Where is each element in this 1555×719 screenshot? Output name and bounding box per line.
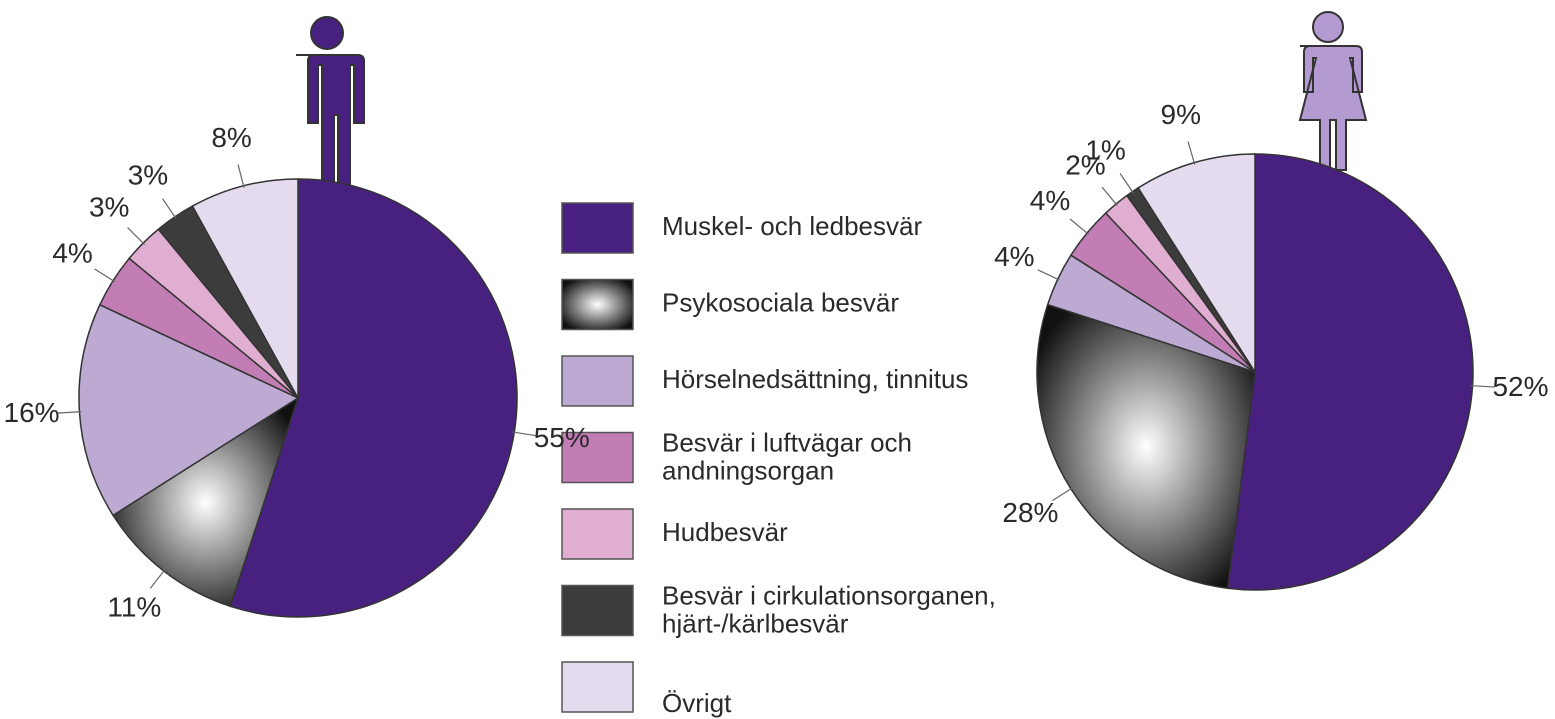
leader-line xyxy=(94,268,116,283)
man-icon xyxy=(296,16,365,186)
legend-swatch xyxy=(561,431,634,484)
leader-line xyxy=(162,198,177,219)
legend-swatch xyxy=(561,584,634,637)
leader-line xyxy=(149,569,166,589)
value-label: 8% xyxy=(211,122,251,153)
pie-slice xyxy=(1226,153,1474,591)
leader-line xyxy=(1069,218,1089,235)
value-label: 4% xyxy=(1030,185,1070,216)
value-label: 52% xyxy=(1492,371,1548,402)
legend-label: Psykosociala besvär xyxy=(662,287,899,317)
leader-line xyxy=(1037,269,1060,281)
leader-line xyxy=(1101,186,1118,206)
legend-swatch xyxy=(561,355,634,407)
value-label: 28% xyxy=(1002,497,1058,528)
leader-line xyxy=(237,164,245,188)
legend-label: Hörselnedsättning, tinnitus xyxy=(662,364,968,394)
leader-line xyxy=(1187,141,1196,165)
legend-swatch xyxy=(561,202,634,254)
leader-line xyxy=(57,411,82,414)
value-label: 2% xyxy=(1065,149,1105,180)
leader-line xyxy=(512,431,537,437)
value-label: 3% xyxy=(128,160,168,191)
value-label: 16% xyxy=(4,397,60,428)
leader-line xyxy=(1052,487,1073,502)
legend-label: Muskel- och ledbesvär xyxy=(662,211,922,241)
legend-label: Besvär i luftvägar och andningsorgan xyxy=(662,427,912,485)
leader-line xyxy=(1119,173,1135,194)
value-label: 4% xyxy=(52,237,92,268)
value-label: 3% xyxy=(89,192,129,223)
legend-swatch xyxy=(561,508,634,560)
legend-label: Hudbesvär xyxy=(662,517,788,547)
legend-swatch xyxy=(561,278,634,331)
value-label: 1% xyxy=(1085,134,1125,165)
legend-swatch xyxy=(561,661,634,713)
value-label: 55% xyxy=(534,422,590,453)
woman-icon xyxy=(1298,11,1368,171)
legend-label: Besvär i cirkulationsorganen, hjärt-/kärl… xyxy=(662,580,996,638)
leader-line xyxy=(1470,384,1495,388)
leader-line xyxy=(127,227,145,245)
value-label: 11% xyxy=(107,591,161,622)
value-label: 4% xyxy=(994,241,1034,272)
value-label: 9% xyxy=(1161,99,1201,130)
legend-label: Övrigt xyxy=(662,688,732,718)
